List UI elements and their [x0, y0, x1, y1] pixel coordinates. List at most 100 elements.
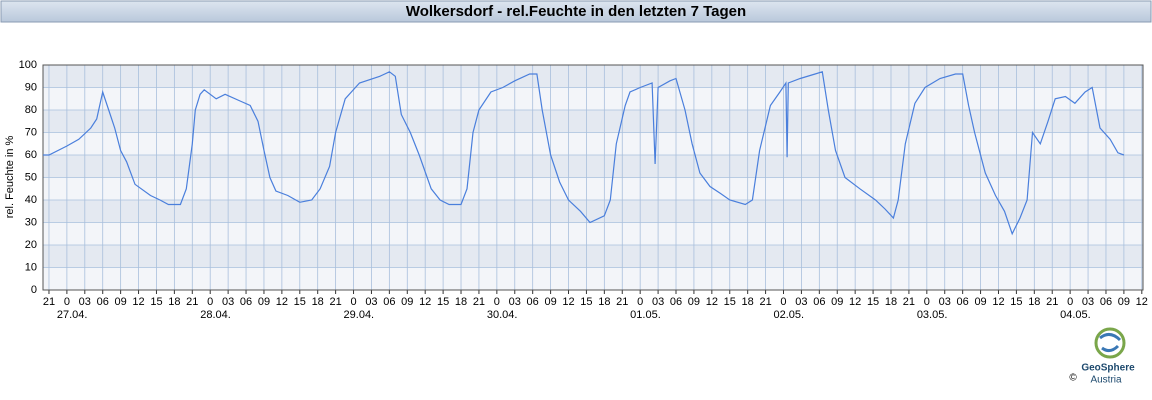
- x-tick-label: 03: [509, 296, 521, 308]
- x-tick-label: 09: [115, 296, 127, 308]
- logo-icon: [1099, 333, 1122, 353]
- date-label: 27.04.: [57, 309, 88, 321]
- y-tick-label: 50: [25, 171, 37, 183]
- x-tick-label: 21: [616, 296, 628, 308]
- y-tick-label: 0: [31, 284, 37, 296]
- x-tick-label: 0: [64, 296, 70, 308]
- x-tick-label: 15: [580, 296, 592, 308]
- plot-band: [43, 222, 1143, 245]
- x-tick-label: 18: [1028, 296, 1040, 308]
- plot-band: [43, 267, 1143, 290]
- x-tick-label: 15: [724, 296, 736, 308]
- y-tick-label: 80: [25, 104, 37, 116]
- x-tick-label: 0: [924, 296, 930, 308]
- x-tick-label: 21: [186, 296, 198, 308]
- x-tick-label: 18: [885, 296, 897, 308]
- x-tick-label: 12: [706, 296, 718, 308]
- plot-band: [43, 87, 1143, 110]
- x-tick-label: 15: [1010, 296, 1022, 308]
- x-tick-label: 0: [494, 296, 500, 308]
- chart-title: Wolkersdorf - rel.Feuchte in den letzten…: [406, 3, 746, 20]
- x-tick-label: 09: [974, 296, 986, 308]
- x-tick-label: 21: [43, 296, 55, 308]
- y-tick-label: 20: [25, 239, 37, 251]
- y-axis-title: rel. Feuchte in %: [4, 136, 16, 219]
- x-tick-label: 18: [455, 296, 467, 308]
- x-tick-label: 12: [562, 296, 574, 308]
- x-tick-label: 18: [312, 296, 324, 308]
- x-tick-label: 21: [1046, 296, 1058, 308]
- x-tick-label: 15: [150, 296, 162, 308]
- plot-band: [43, 65, 1143, 88]
- plot-frame: [42, 64, 1144, 291]
- x-tick-label: 06: [527, 296, 539, 308]
- y-tick-label: 40: [25, 194, 37, 206]
- y-tick-label: 100: [19, 59, 37, 71]
- logo-text: GeoSphere: [1081, 363, 1135, 374]
- x-tick-label: 12: [132, 296, 144, 308]
- x-tick-label: 06: [813, 296, 825, 308]
- x-tick-label: 06: [670, 296, 682, 308]
- x-tick-label: 03: [939, 296, 951, 308]
- date-label: 03.05.: [917, 309, 948, 321]
- x-tick-label: 18: [742, 296, 754, 308]
- x-tick-label: 21: [329, 296, 341, 308]
- date-label: 30.04.: [487, 309, 518, 321]
- x-tick-label: 09: [258, 296, 270, 308]
- x-tick-label: 06: [97, 296, 109, 308]
- x-tick-label: 0: [350, 296, 356, 308]
- x-tick-label: 15: [867, 296, 879, 308]
- x-tick-label: 03: [1082, 296, 1094, 308]
- y-tick-label: 90: [25, 81, 37, 93]
- y-tick-label: 10: [25, 261, 37, 273]
- x-tick-label: 12: [276, 296, 288, 308]
- plot-band: [43, 200, 1143, 223]
- x-tick-label: 21: [759, 296, 771, 308]
- x-tick-label: 12: [849, 296, 861, 308]
- plot-band: [43, 155, 1143, 178]
- x-tick-label: 18: [168, 296, 180, 308]
- x-tick-label: 09: [688, 296, 700, 308]
- title-bar: [0, 0, 1152, 23]
- y-tick-label: 70: [25, 126, 37, 138]
- plot-band: [43, 110, 1143, 133]
- copyright: ©: [1069, 373, 1077, 384]
- x-tick-label: 03: [222, 296, 234, 308]
- x-tick-label: 06: [957, 296, 969, 308]
- x-tick-label: 21: [903, 296, 915, 308]
- date-label: 29.04.: [344, 309, 375, 321]
- x-tick-label: 09: [401, 296, 413, 308]
- date-label: 01.05.: [630, 309, 661, 321]
- plot-band: [43, 245, 1143, 268]
- x-tick-label: 18: [598, 296, 610, 308]
- x-tick-label: 03: [795, 296, 807, 308]
- y-tick-label: 30: [25, 216, 37, 228]
- logo: GeoSphere Austria ©: [1069, 327, 1135, 386]
- logo-text: Austria: [1090, 375, 1122, 386]
- x-tick-label: 21: [473, 296, 485, 308]
- data-line: [43, 71, 1125, 236]
- x-tick-label: 06: [383, 296, 395, 308]
- x-tick-label: 06: [240, 296, 252, 308]
- date-label: 02.05.: [773, 309, 804, 321]
- x-tick-label: 09: [544, 296, 556, 308]
- x-tick-label: 15: [294, 296, 306, 308]
- x-tick-label: 0: [637, 296, 643, 308]
- plot-band: [43, 177, 1143, 200]
- logo-icon: [1094, 327, 1126, 359]
- x-tick-label: 12: [419, 296, 431, 308]
- x-tick-label: 0: [207, 296, 213, 308]
- x-tick-label: 09: [831, 296, 843, 308]
- y-tick-label: 60: [25, 149, 37, 161]
- date-label: 28.04.: [200, 309, 231, 321]
- x-tick-label: 12: [1136, 296, 1148, 308]
- x-tick-label: 03: [365, 296, 377, 308]
- x-tick-label: 03: [652, 296, 664, 308]
- x-tick-label: 0: [780, 296, 786, 308]
- x-tick-label: 12: [992, 296, 1004, 308]
- x-tick-label: 09: [1118, 296, 1130, 308]
- x-tick-label: 15: [437, 296, 449, 308]
- x-tick-label: 06: [1100, 296, 1112, 308]
